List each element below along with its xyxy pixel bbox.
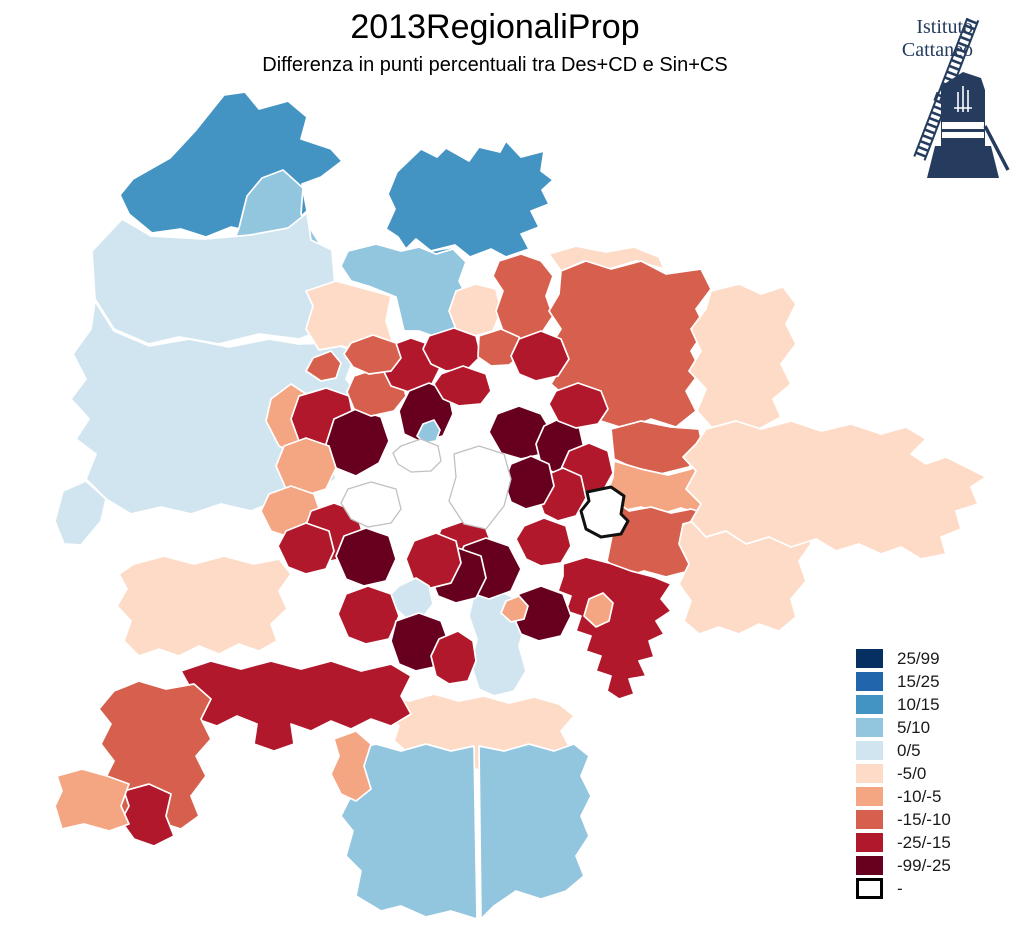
legend-label: -15/-10	[897, 809, 951, 829]
legend-label: 10/15	[897, 694, 940, 714]
map-region-c-red-g	[422, 327, 482, 372]
windmill-tail-pole	[983, 125, 1010, 171]
legend-swatch	[856, 741, 883, 760]
legend-label: 0/5	[897, 740, 921, 760]
map-region-c-salmon-ad	[500, 595, 529, 623]
map-region-n-salmon-mid	[492, 253, 554, 340]
legend-swatch	[856, 764, 883, 783]
map-region-e-pink-peninsula	[682, 420, 987, 560]
map-region-c-red-t	[405, 532, 462, 589]
map-region-c-salmon-ae	[583, 592, 614, 628]
legend-item: 10/15	[856, 695, 951, 714]
windmill-detail	[954, 86, 972, 112]
legend-item: -99/-25	[856, 856, 951, 875]
map-region-ne-pink-east	[688, 283, 797, 430]
legend-label: -	[897, 878, 903, 898]
map-region-c-salmon-ao	[305, 350, 342, 382]
map-region-c-salmon-af	[343, 334, 402, 375]
legend-label: -10/-5	[897, 786, 942, 806]
legend-label: 5/10	[897, 717, 931, 737]
windmill-band-top	[942, 122, 984, 129]
legend-item: -15/-10	[856, 810, 951, 829]
legend-item: -	[856, 878, 951, 899]
map-region-sw-salmon-left	[54, 768, 130, 832]
map-region-nw-blue	[119, 91, 343, 238]
legend-item: -25/-15	[856, 833, 951, 852]
legend-item: 15/25	[856, 672, 951, 691]
page-title: 2013RegionaliProp	[350, 8, 640, 46]
legend-swatch	[856, 856, 883, 875]
legend-swatch	[856, 672, 883, 691]
map-region-w-pink-band	[116, 555, 292, 657]
map-region-sw-red-arm	[180, 660, 412, 752]
map-region-c-blue-ak	[416, 419, 441, 444]
map-region-se-red-tongue	[557, 556, 672, 700]
legend-swatch	[856, 718, 883, 737]
map-region-s-blue-west	[338, 743, 478, 920]
legend-swatch	[856, 695, 883, 714]
legend-label: 25/99	[897, 648, 940, 668]
map-region-w-paleblue-tip	[54, 480, 107, 546]
legend-item: 25/99	[856, 649, 951, 668]
legend-label: -25/-15	[897, 832, 951, 852]
map-region-c-maroon-y	[335, 527, 397, 587]
windmill-band-bottom	[942, 132, 984, 138]
map-region-s-salmon-wedge	[330, 730, 372, 802]
map-region-c-red-ah	[277, 522, 335, 575]
windmill-icon	[913, 18, 1010, 178]
map-region-c-white-black-border	[579, 485, 630, 539]
map-region-c-maroon-p	[503, 455, 555, 510]
map-region-sw-red-low	[120, 783, 175, 847]
legend-label: 15/25	[897, 671, 940, 691]
legend-item: -10/-5	[856, 787, 951, 806]
legend-label: -99/-25	[897, 855, 951, 875]
legend-item: -5/0	[856, 764, 951, 783]
legend-item: 5/10	[856, 718, 951, 737]
map-region-c-red-l	[548, 382, 609, 429]
legend-swatch	[856, 833, 883, 852]
map-region-c-white-center	[448, 445, 512, 530]
map-region-s-blue-east	[478, 743, 592, 920]
map-region-c-white-w1	[340, 481, 402, 528]
logo-line1: Istituto	[916, 16, 973, 38]
page-subtitle: Differenza in punti percentuali tra Des+…	[262, 54, 728, 76]
legend-label: -5/0	[897, 763, 927, 783]
map-region-c-red-i	[510, 330, 570, 382]
map-region-c-red-z	[337, 585, 400, 645]
legend-swatch	[856, 878, 883, 899]
map-region-c-white-aj	[392, 438, 442, 473]
map-region-c-red-ab	[430, 630, 477, 685]
legend-swatch	[856, 787, 883, 806]
map-region-ne-blue	[385, 140, 554, 258]
legend: 25/99 15/25 10/15 5/10 0/5 -5/0 -10/-5 -15/-10 -…	[856, 649, 951, 902]
windmill-base	[927, 146, 999, 178]
map-region-c-red-ag	[433, 365, 492, 407]
legend-swatch	[856, 649, 883, 668]
legend-swatch	[856, 810, 883, 829]
map-region-c-red-al	[515, 517, 572, 567]
map-region-c-salmon-v	[275, 437, 337, 497]
legend-item: 0/5	[856, 741, 951, 760]
